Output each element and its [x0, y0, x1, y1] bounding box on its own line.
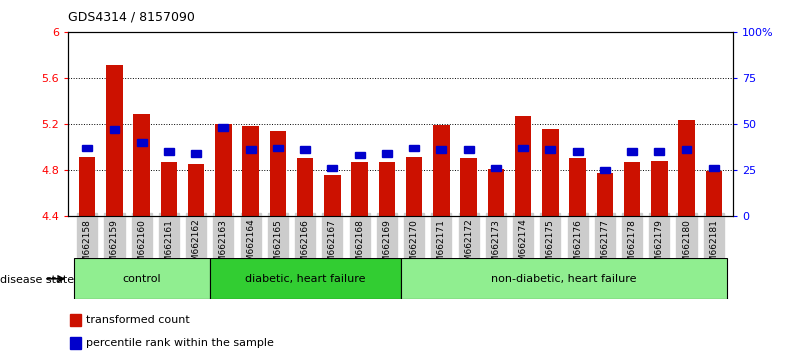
Bar [70, 314, 81, 326]
Bar [545, 147, 555, 153]
Bar [215, 124, 231, 216]
Bar [110, 126, 119, 133]
Bar [542, 129, 558, 216]
Bar [573, 148, 582, 155]
Bar [706, 171, 722, 216]
Bar [273, 144, 283, 151]
Bar [137, 139, 147, 145]
Bar [624, 162, 640, 216]
Bar [134, 114, 150, 216]
Bar [461, 159, 477, 216]
Bar [107, 65, 123, 216]
Bar [433, 125, 449, 216]
Text: transformed count: transformed count [86, 315, 190, 325]
Bar [600, 167, 610, 173]
Bar [243, 126, 259, 216]
Bar [406, 157, 422, 216]
Bar [191, 150, 201, 156]
Bar [164, 148, 174, 155]
Bar [464, 147, 473, 153]
Text: control: control [123, 274, 161, 284]
Bar [682, 147, 691, 153]
Bar [491, 165, 501, 171]
Bar [437, 147, 446, 153]
Bar [627, 148, 637, 155]
Bar [709, 165, 718, 171]
Bar [328, 165, 337, 171]
Bar [161, 162, 177, 216]
Bar [246, 147, 256, 153]
Bar [597, 173, 613, 216]
Text: disease state: disease state [0, 275, 74, 285]
Bar [678, 120, 694, 216]
Bar [379, 162, 395, 216]
Bar [270, 131, 286, 216]
Bar [654, 148, 664, 155]
Bar [515, 116, 531, 216]
Bar [300, 147, 310, 153]
Bar [79, 157, 95, 216]
Bar [210, 258, 400, 299]
Text: non-diabetic, heart failure: non-diabetic, heart failure [491, 274, 637, 284]
Bar [518, 144, 528, 151]
Bar [400, 258, 727, 299]
Bar [219, 124, 228, 131]
Bar [355, 152, 364, 159]
Bar [382, 150, 392, 156]
Bar [352, 162, 368, 216]
Bar [324, 175, 340, 216]
Bar [488, 169, 504, 216]
Text: diabetic, heart failure: diabetic, heart failure [245, 274, 365, 284]
Bar [570, 159, 586, 216]
Bar [651, 161, 667, 216]
Bar [74, 258, 210, 299]
Bar [70, 337, 81, 349]
Bar [188, 164, 204, 216]
Bar [83, 144, 92, 151]
Text: percentile rank within the sample: percentile rank within the sample [86, 338, 274, 348]
Bar [409, 144, 419, 151]
Text: GDS4314 / 8157090: GDS4314 / 8157090 [68, 11, 195, 24]
Bar [297, 159, 313, 216]
